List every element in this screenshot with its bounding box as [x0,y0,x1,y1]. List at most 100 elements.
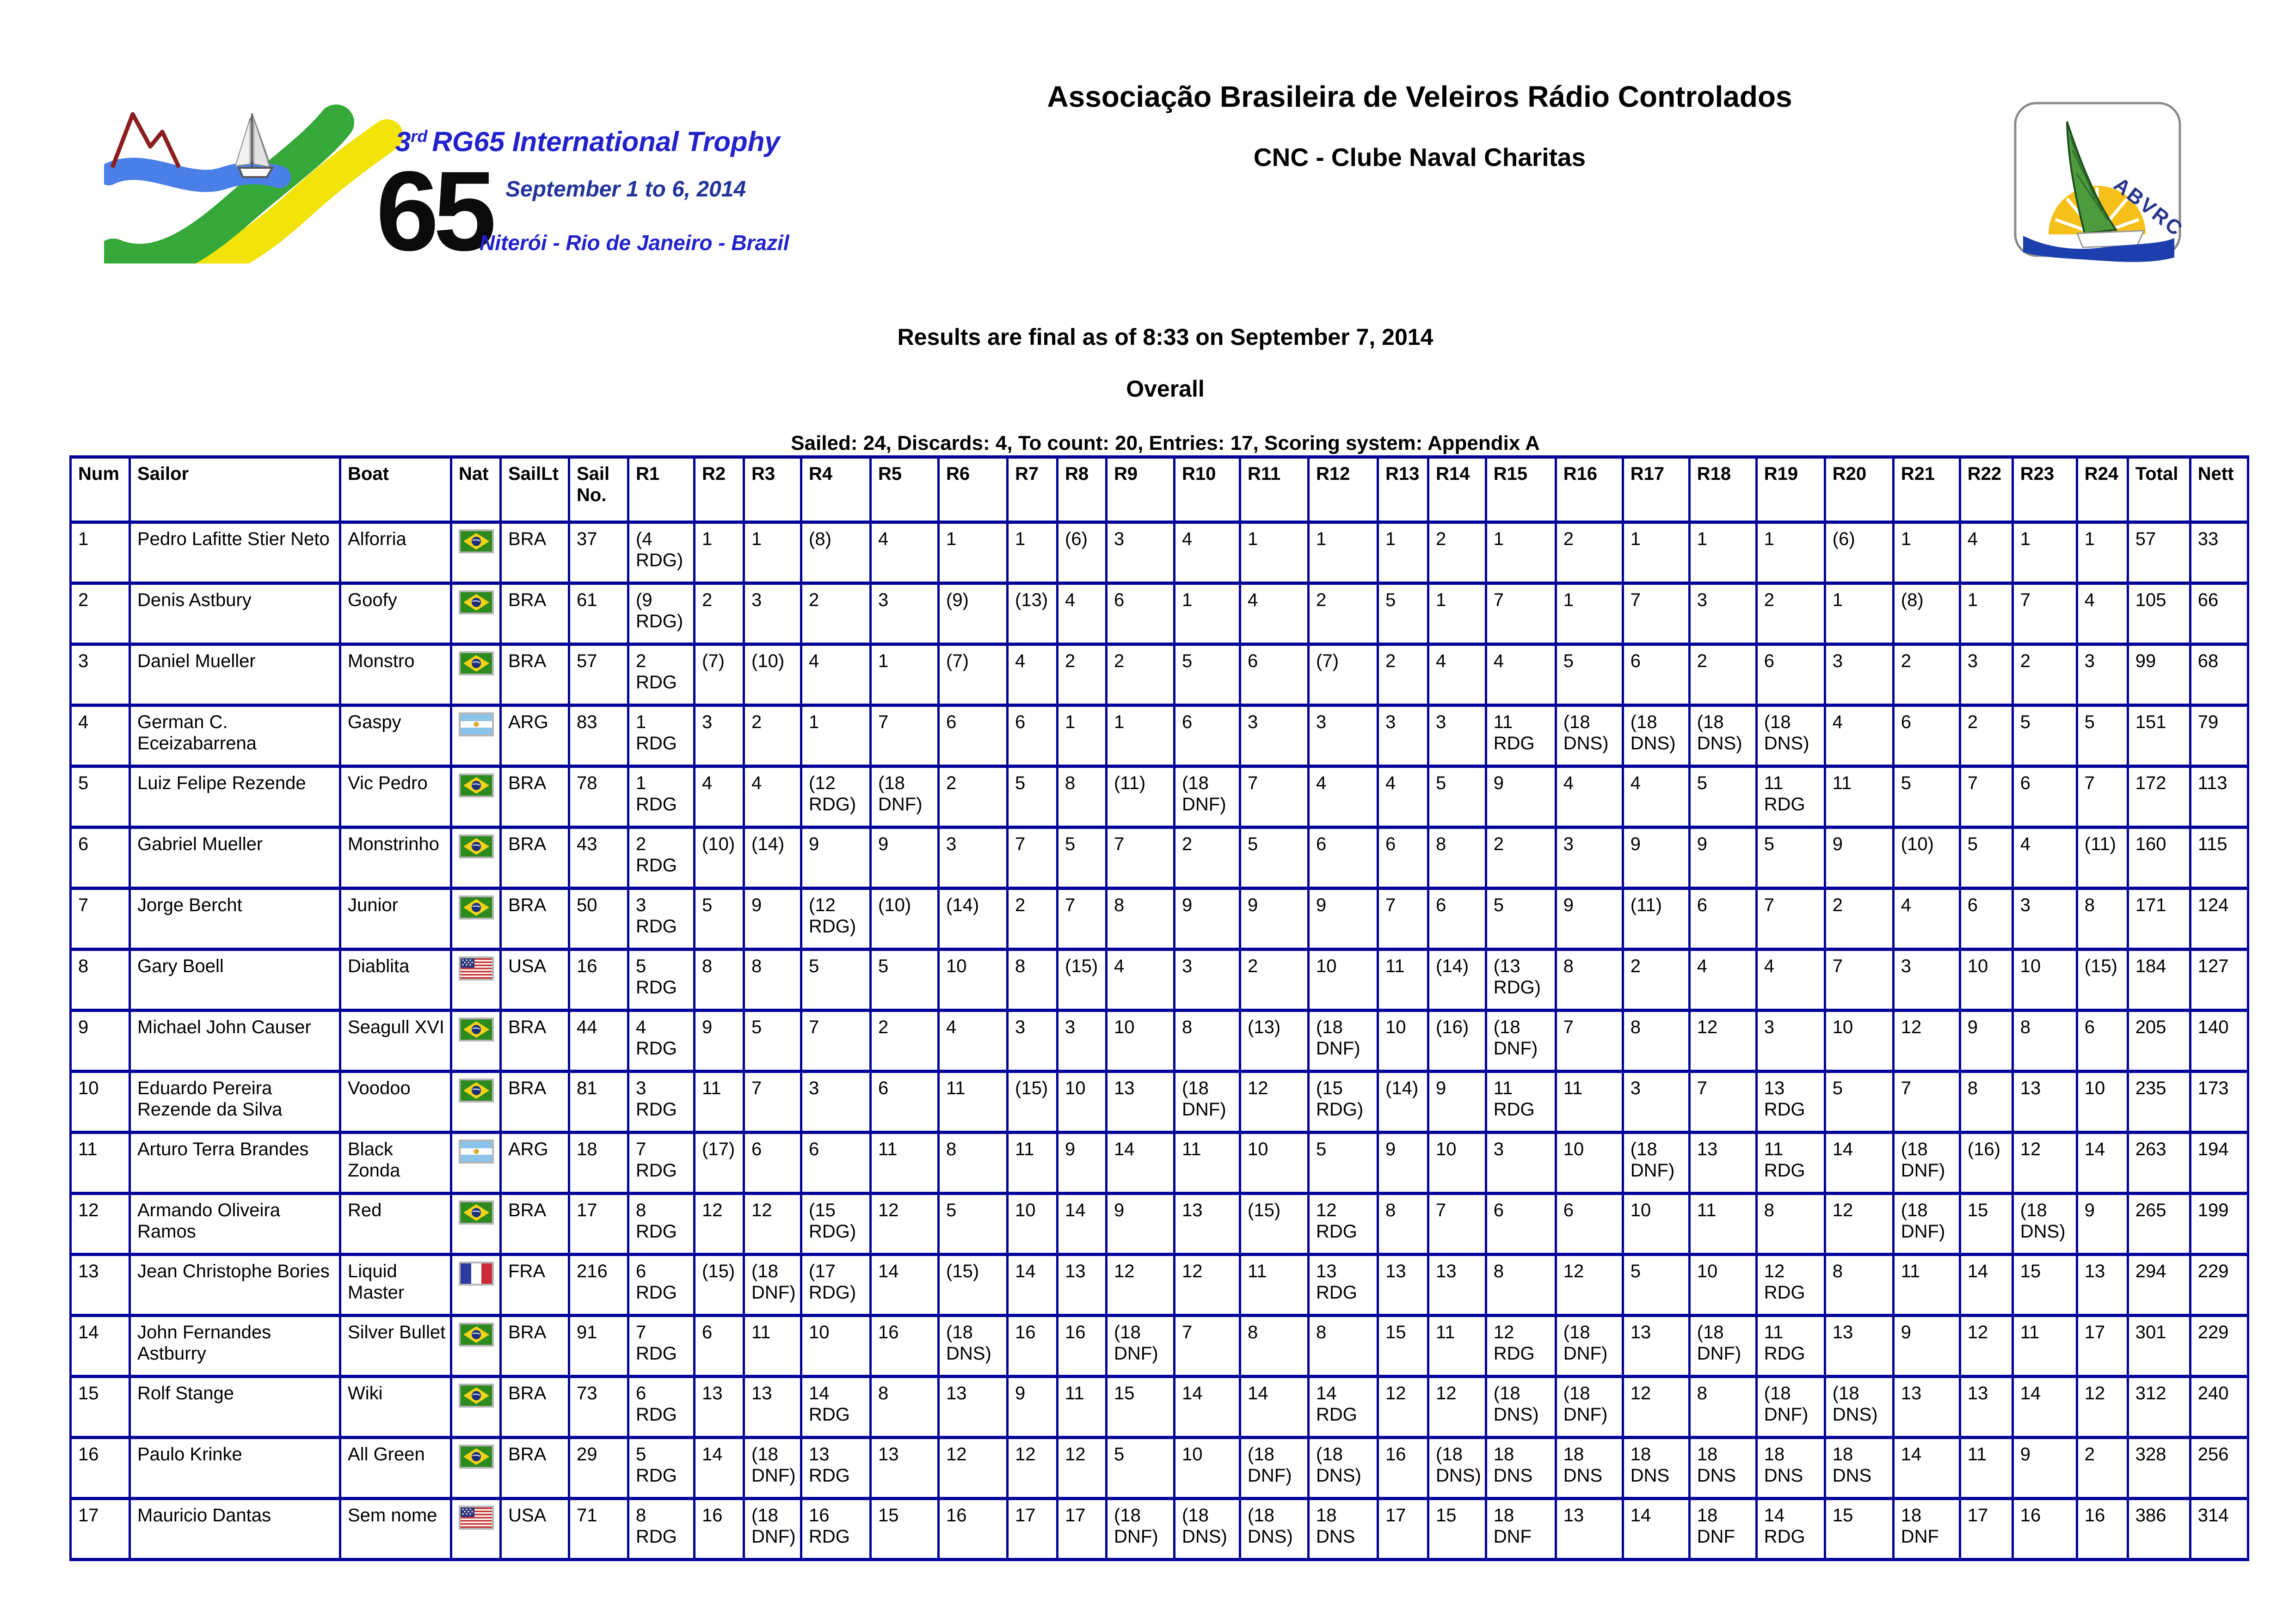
flag-bra-icon [459,1323,494,1347]
race-result-cell-r15: 2 [1484,826,1557,890]
race-result-cell-r23: 4 [2011,826,2078,890]
race-result-cell-r17: 14 [1621,1497,1691,1561]
race-result-cell-r17: 3 [1621,1070,1691,1134]
race-result-cell-r24: 12 [2075,1375,2129,1439]
rank-cell: 10 [69,1070,131,1134]
race-result-cell-r23: 12 [2011,1131,2078,1195]
total-cell: 386 [2126,1497,2191,1561]
race-result-cell-r23: (18 DNS) [2011,1192,2078,1256]
race-result-cell-r14: 7 [1427,1192,1487,1256]
race-result-cell-r13: 12 [1377,1375,1429,1439]
race-result-cell-r8: 14 [1056,1192,1108,1256]
nat-flag-cell [450,887,502,951]
race-result-cell-r13: 17 [1377,1497,1429,1561]
race-result-cell-r11: (13) [1239,1009,1310,1073]
race-result-cell-r13: 3 [1377,704,1429,768]
race-result-cell-r6: 16 [937,1497,1009,1561]
race-result-cell-r13: 2 [1377,643,1429,707]
table-row: 17 Mauricio Dantas Sem nome USA 71 8 RDG 16 (18… [69,1497,2249,1561]
nett-cell: 124 [2189,887,2249,951]
nett-cell: 33 [2189,521,2249,585]
race-result-cell-r2: (17) [693,1131,745,1195]
race-result-cell-r19: 11 RDG [1755,1314,1826,1378]
race-result-cell-r5: 4 [869,521,940,585]
race-result-cell-r16: (18 DNF) [1554,1314,1624,1378]
column-header-r4: R4 [800,455,872,524]
flag-usa-icon [459,1506,494,1530]
race-result-cell-r13: 1 [1377,521,1429,585]
race-result-cell-r11: 8 [1239,1314,1310,1378]
race-result-cell-r11: (15) [1239,1192,1310,1256]
race-result-cell-r23: 8 [2011,1009,2078,1073]
series-summary: Sailed: 24, Discards: 4, To count: 20, E… [791,432,1540,454]
table-row: 15 Rolf Stange Wiki BRA 73 6 RDG 13 13 14 RDG 8 13… [69,1375,2249,1439]
flag-bra-icon [461,775,492,796]
sail-no-cell: 18 [568,1131,629,1195]
total-cell: 160 [2126,826,2191,890]
race-result-cell-r7: 9 [1006,1375,1058,1439]
flag-bra-icon [461,1446,492,1467]
race-result-cell-r14: 1 [1427,582,1487,646]
race-result-cell-r17: (18 DNS) [1621,704,1691,768]
flag-bra-icon [459,1445,494,1469]
race-result-cell-r15: (18 DNF) [1484,1009,1557,1073]
column-header-r22: R22 [1958,455,2014,524]
race-result-cell-r11: 9 [1239,887,1310,951]
sail-letters-cell: BRA [499,887,570,951]
race-result-cell-r9: 4 [1105,948,1175,1012]
race-result-cell-r10: 2 [1173,826,1241,890]
race-result-cell-r16: 10 [1554,1131,1624,1195]
race-result-cell-r13: 13 [1377,1253,1429,1317]
race-result-cell-r5: 6 [869,1070,940,1134]
sail-no-cell: 44 [568,1009,629,1073]
race-result-cell-r10: 5 [1173,643,1241,707]
race-result-cell-r23: 3 [2011,887,2078,951]
column-header-r17: R17 [1621,455,1691,524]
sail-no-cell: 91 [568,1314,629,1378]
race-result-cell-r7: 14 [1006,1253,1058,1317]
race-result-cell-r18: 1 [1688,521,1758,585]
race-result-cell-r3: 6 [743,1131,802,1195]
race-result-cell-r21: (8) [1892,582,1961,646]
race-result-cell-r16: (18 DNF) [1554,1375,1624,1439]
race-result-cell-r4: (8) [800,521,872,585]
nett-cell: 115 [2189,826,2249,890]
race-result-cell-r20: 9 [1823,826,1895,890]
race-result-cell-r9: 14 [1105,1131,1175,1195]
race-result-cell-r17: (11) [1621,887,1691,951]
race-result-cell-r14: 3 [1427,704,1487,768]
flag-bra-icon [459,651,494,675]
rank-cell: 9 [69,1009,131,1073]
race-result-cell-r6: (9) [937,582,1009,646]
race-result-cell-r24: 13 [2075,1253,2129,1317]
race-result-cell-r12: 6 [1307,826,1379,890]
flag-bra-icon [461,1019,492,1040]
flag-bra-icon [461,897,492,918]
sail-letters-cell: BRA [499,1436,570,1500]
race-result-cell-r1: 5 RDG [627,1436,695,1500]
sailor-cell: Armando Oliveira Ramos [129,1192,341,1256]
race-result-cell-r3: 13 [743,1375,802,1439]
race-result-cell-r3: 1 [743,521,802,585]
race-result-cell-r5: (18 DNF) [869,765,940,829]
race-result-cell-r5: 12 [869,1192,940,1256]
race-result-cell-r12: 4 [1307,765,1379,829]
race-result-cell-r17: (18 DNF) [1621,1131,1691,1195]
sailor-cell: Denis Astbury [129,582,341,646]
sail-no-cell: 16 [568,948,629,1012]
race-result-cell-r20: 13 [1823,1314,1895,1378]
race-result-cell-r15: 18 DNS [1484,1436,1557,1500]
race-result-cell-r7: 1 [1006,521,1058,585]
race-result-cell-r15: 7 [1484,582,1557,646]
race-result-cell-r9: 6 [1105,582,1175,646]
race-result-cell-r24: 4 [2075,582,2129,646]
race-result-cell-r22: 2 [1958,704,2014,768]
total-cell: 151 [2126,704,2191,768]
race-result-cell-r7: 12 [1006,1436,1058,1500]
race-result-cell-r13: 15 [1377,1314,1429,1378]
race-result-cell-r22: 14 [1958,1253,2014,1317]
column-header-nett: Nett [2189,455,2249,524]
green-sail-icon [2066,121,2118,235]
race-result-cell-r3: (14) [743,826,802,890]
race-result-cell-r7: 16 [1006,1314,1058,1378]
